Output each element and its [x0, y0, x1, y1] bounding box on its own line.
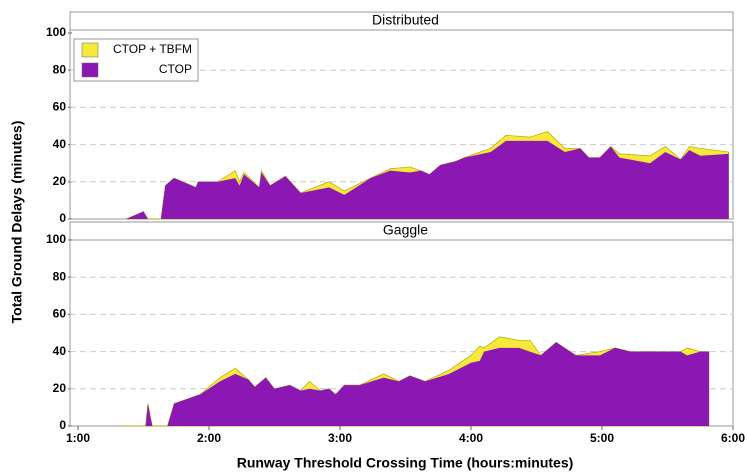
y-tick-label: 40 [53, 344, 67, 358]
x-axis-label: Runway Threshold Crossing Time (hours:mi… [237, 455, 574, 471]
y-tick-label: 20 [53, 381, 67, 395]
x-tick-label: 3:00 [328, 431, 352, 445]
y-tick-label: 20 [53, 174, 67, 188]
area [126, 140, 729, 219]
legend-label: CTOP + TBFM [113, 42, 192, 56]
y-tick-label: 100 [46, 25, 66, 39]
y-tick-label: 0 [59, 418, 66, 432]
x-tick-label: 6:00 [721, 431, 745, 445]
y-tick-label: 60 [53, 307, 67, 321]
y-tick-label: 100 [46, 232, 66, 246]
legend-swatch [81, 42, 99, 58]
x-tick-label: 5:00 [590, 431, 614, 445]
legend-swatch [81, 62, 99, 78]
y-tick-label: 60 [53, 100, 67, 114]
panel-title: Gaggle [383, 222, 428, 238]
y-tick-label: 80 [53, 269, 67, 283]
area [119, 342, 709, 426]
panel-title: Distributed [372, 12, 439, 28]
x-tick-label: 4:00 [459, 431, 483, 445]
y-tick-label: 80 [53, 62, 67, 76]
y-tick-label: 0 [59, 211, 66, 225]
legend-label: CTOP [159, 62, 192, 76]
x-tick-label: 1:00 [66, 431, 90, 445]
y-axis-label: Total Ground Delays (minutes) [9, 121, 25, 324]
x-tick-label: 2:00 [197, 431, 221, 445]
y-tick-label: 40 [53, 137, 67, 151]
